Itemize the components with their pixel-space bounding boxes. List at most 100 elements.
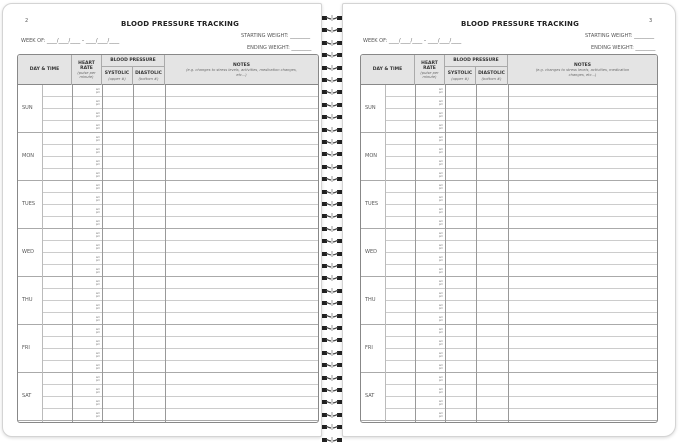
am-pm-marker: am pm <box>435 124 443 130</box>
pm-label: pm <box>95 162 100 166</box>
day-label: MON <box>22 153 34 159</box>
day-block: WED am pm am pm am pm am pm <box>18 229 318 277</box>
entry-row <box>385 409 657 421</box>
pm-label: pm <box>438 150 443 154</box>
day-block: SUN am pm am pm am pm am pm <box>18 85 318 133</box>
entry-row <box>42 313 318 325</box>
entry-row <box>385 385 657 397</box>
column-divider <box>165 85 166 422</box>
am-label: am <box>95 375 100 379</box>
pm-label: pm <box>438 294 443 298</box>
am-label: am <box>95 219 100 223</box>
pm-label: pm <box>95 90 100 94</box>
am-label: am <box>95 99 100 103</box>
am-pm-marker: am pm <box>92 388 100 394</box>
pm-label: pm <box>95 402 100 406</box>
entry-row <box>385 229 657 241</box>
day-block: WED am pm am pm am pm am pm <box>361 229 657 277</box>
spiral-ring <box>322 93 342 108</box>
am-label: am <box>95 111 100 115</box>
am-label: am <box>95 303 100 307</box>
spiral-ring <box>322 43 342 59</box>
pm-label: pm <box>95 114 100 118</box>
header-day-time-label: DAY & TIME <box>372 67 403 73</box>
pm-label: pm <box>438 342 443 346</box>
table-header: DAY & TIME HEART RATE (pulse per minute) BL… <box>361 55 657 85</box>
spiral-ring <box>322 56 342 71</box>
am-pm-marker: am pm <box>435 352 443 358</box>
header-blood-pressure: BLOOD PRESSURE <box>445 55 508 66</box>
header-heart-rate-label: HEART RATE <box>78 60 95 71</box>
spiral-ring <box>322 415 342 431</box>
am-pm-marker: am pm <box>92 232 100 238</box>
spiral-ring <box>322 304 342 319</box>
am-pm-marker: am pm <box>435 244 443 250</box>
am-label: am <box>95 387 100 391</box>
entry-row <box>42 145 318 157</box>
pm-label: pm <box>438 126 443 130</box>
am-label: am <box>95 207 100 211</box>
pm-label: pm <box>95 270 100 274</box>
pm-label: pm <box>95 234 100 238</box>
pm-label: pm <box>95 366 100 370</box>
spiral-ring <box>322 403 342 418</box>
am-pm-marker: am pm <box>92 208 100 214</box>
entry-row <box>42 85 318 97</box>
am-pm-marker: am pm <box>92 160 100 166</box>
am-label: am <box>95 159 100 163</box>
page-title: BLOOD PRESSURE TRACKING <box>461 20 580 28</box>
am-label: am <box>95 351 100 355</box>
entry-row <box>385 205 657 217</box>
day-block: FRI am pm am pm am pm am pm <box>18 325 318 373</box>
am-pm-marker: am pm <box>435 328 443 334</box>
day-block: SAT am pm am pm am pm am pm <box>18 373 318 421</box>
entry-row <box>385 289 657 301</box>
pm-label: pm <box>95 414 100 418</box>
am-label: am <box>438 303 443 307</box>
am-pm-marker: am pm <box>435 220 443 226</box>
pm-label: pm <box>95 330 100 334</box>
am-pm-marker: am pm <box>92 220 100 226</box>
am-pm-marker: am pm <box>435 304 443 310</box>
pm-label: pm <box>95 198 100 202</box>
pm-label: pm <box>438 258 443 262</box>
entry-row <box>42 349 318 361</box>
entry-row <box>385 121 657 133</box>
am-pm-marker: am pm <box>435 316 443 322</box>
entry-row <box>42 397 318 409</box>
entry-row <box>385 145 657 157</box>
header-diastolic-label: DIASTOLIC <box>135 71 162 77</box>
pm-label: pm <box>438 90 443 94</box>
am-label: am <box>438 351 443 355</box>
pm-label: pm <box>95 246 100 250</box>
pm-label: pm <box>438 246 443 250</box>
table-header: DAY & TIME HEART RATE (pulse per minute) BL… <box>18 55 318 85</box>
am-label: am <box>438 243 443 247</box>
am-label: am <box>438 87 443 91</box>
pm-label: pm <box>438 414 443 418</box>
page-number: 2 <box>25 18 29 24</box>
pm-label: pm <box>438 402 443 406</box>
entry-row <box>385 169 657 181</box>
header-systolic-label: SYSTOLIC <box>104 71 130 77</box>
entry-row <box>42 121 318 133</box>
day-label: TUES <box>22 201 36 207</box>
header-heart-rate: HEART RATE (pulse per minute) <box>72 55 102 85</box>
pm-label: pm <box>438 162 443 166</box>
entry-row <box>42 169 318 181</box>
entry-row <box>385 349 657 361</box>
day-label: TUES <box>365 201 379 207</box>
day-block: MON am pm am pm am pm am pm <box>361 133 657 181</box>
entry-row <box>385 373 657 385</box>
day-block: SUN am pm am pm am pm am pm <box>361 85 657 133</box>
am-label: am <box>95 291 100 295</box>
am-label: am <box>95 315 100 319</box>
entry-row <box>385 397 657 409</box>
spiral-ring <box>322 254 342 269</box>
entry-row <box>42 325 318 337</box>
am-label: am <box>95 339 100 343</box>
pm-label: pm <box>438 234 443 238</box>
am-label: am <box>95 411 100 415</box>
day-label: SUN <box>22 105 33 111</box>
header-diastolic-note: (bottom #) <box>481 76 502 81</box>
